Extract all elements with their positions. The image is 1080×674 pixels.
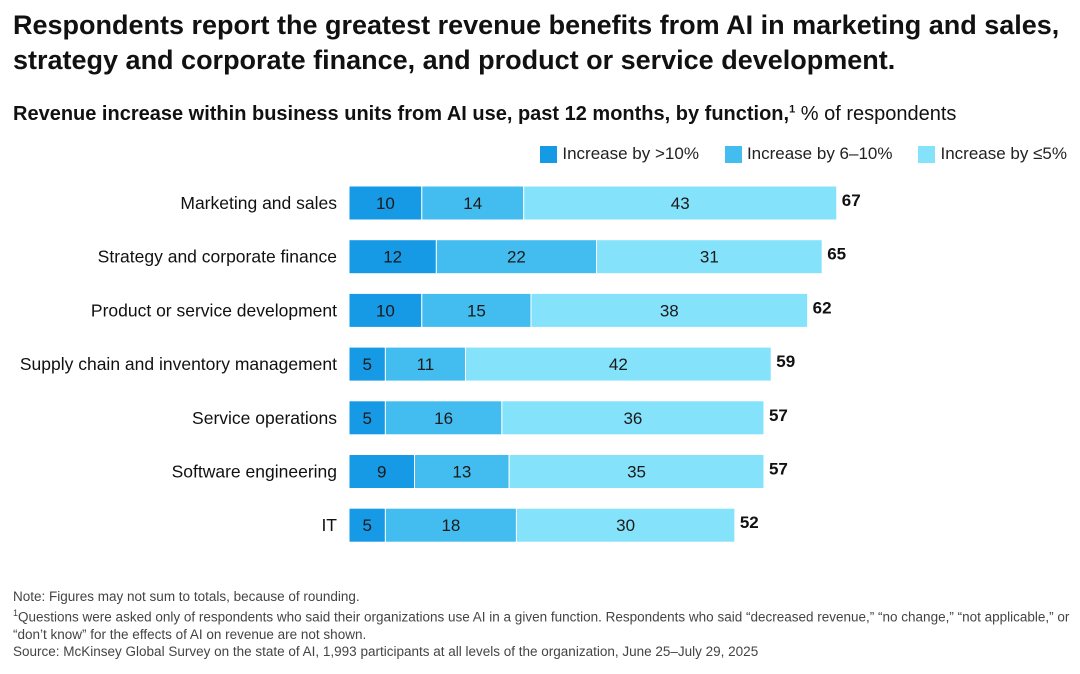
bar-segment-le5: [515, 507, 736, 543]
legend-item-gt10: Increase by >10%: [540, 144, 699, 164]
legend-swatch-6-10: [724, 145, 742, 163]
data-label-gt10: 10: [376, 301, 395, 320]
source-line: Source: McKinsey Global Survey on the st…: [13, 643, 759, 659]
footnote-mark: 1: [13, 608, 19, 618]
category-label: IT: [321, 515, 337, 535]
data-label-gt10: 12: [383, 248, 402, 267]
data-label-6-10: 15: [467, 301, 486, 320]
legend-swatch-le5: [918, 145, 936, 163]
bar-segment-6-10: [384, 346, 466, 382]
total-label: 67: [842, 191, 861, 210]
subtitle-main: Revenue increase within business units f…: [13, 103, 790, 125]
headline: Respondents report the greatest revenue …: [13, 10, 1060, 75]
data-label-gt10: 10: [376, 194, 395, 213]
bar-segment-le5: [523, 185, 838, 221]
category-label: Service operations: [192, 408, 337, 428]
data-label-le5: 30: [616, 516, 635, 535]
data-label-le5: 36: [623, 409, 642, 428]
category-label: Software engineering: [172, 462, 337, 482]
bar-segment-6-10: [421, 292, 532, 328]
subtitle-unit: % of respondents: [795, 103, 957, 125]
bar-segment-le5: [464, 346, 772, 382]
legend-item-le5: Increase by ≤5%: [918, 144, 1067, 164]
total-label: 65: [827, 245, 846, 264]
legend-swatch-gt10: [540, 145, 558, 163]
footnote: 1Questions were asked only of respondent…: [13, 605, 1075, 643]
subtitle-footnote-mark: 1: [789, 103, 796, 116]
chart-notes: Note: Figures may not sum to totals, bec…: [13, 588, 1075, 660]
data-label-6-10: 14: [463, 194, 482, 213]
rounding-note: Note: Figures may not sum to totals, bec…: [13, 589, 360, 604]
bar-segment-le5: [530, 292, 809, 328]
data-label-gt10: 5: [362, 355, 371, 374]
stacked-bar-chart: Marketing and sales 10 14 43 67 Strategy and …: [20, 185, 861, 543]
bar-segment-gt10: [348, 292, 423, 328]
bar-segment-le5: [508, 454, 765, 489]
bar-segment-gt10: [348, 239, 437, 275]
data-label-6-10: 16: [434, 409, 453, 428]
category-label: Product or service development: [91, 300, 337, 320]
category-label: Supply chain and inventory management: [20, 354, 337, 374]
data-label-gt10: 9: [377, 463, 386, 482]
data-label-gt10: 5: [362, 516, 371, 535]
total-label: 62: [813, 298, 832, 317]
data-label-6-10: 13: [452, 463, 471, 482]
data-label-6-10: 18: [441, 516, 460, 535]
bar-segment-gt10: [348, 400, 386, 436]
legend-label-gt10: Increase by >10%: [562, 144, 699, 163]
bar-segment-gt10: [348, 507, 386, 543]
data-label-le5: 43: [671, 194, 690, 213]
legend-item-6-10: Increase by 6–10%: [724, 144, 893, 164]
chart-legend: Increase by >10% Increase by 6–10% Incre…: [540, 144, 1067, 164]
category-label: Marketing and sales: [180, 193, 337, 213]
bar-segment-le5: [596, 239, 823, 275]
legend-label-le5: Increase by ≤5%: [940, 144, 1067, 163]
bar-segment-6-10: [421, 185, 525, 221]
data-label-le5: 35: [627, 463, 646, 482]
category-label: Strategy and corporate finance: [98, 247, 337, 267]
data-label-le5: 42: [609, 355, 628, 374]
bar-segment-gt10: [348, 185, 423, 221]
chart-subtitle: Revenue increase within business units f…: [13, 103, 956, 126]
bar-segment-le5: [501, 400, 765, 436]
footnote-text: Questions were asked only of respondents…: [13, 609, 1070, 642]
total-label: 59: [776, 352, 795, 371]
data-label-le5: 38: [660, 301, 679, 320]
data-label-6-10: 22: [507, 248, 526, 267]
total-label: 57: [769, 406, 788, 425]
data-label-gt10: 5: [362, 409, 371, 428]
data-label-le5: 31: [700, 248, 719, 267]
legend-label-6-10: Increase by 6–10%: [746, 144, 893, 163]
bar-segment-6-10: [435, 239, 598, 275]
bar-segment-6-10: [384, 507, 517, 543]
total-label: 52: [740, 513, 759, 532]
data-label-6-10: 11: [417, 355, 435, 374]
bar-segment-6-10: [414, 454, 510, 489]
total-label: 57: [769, 460, 788, 479]
